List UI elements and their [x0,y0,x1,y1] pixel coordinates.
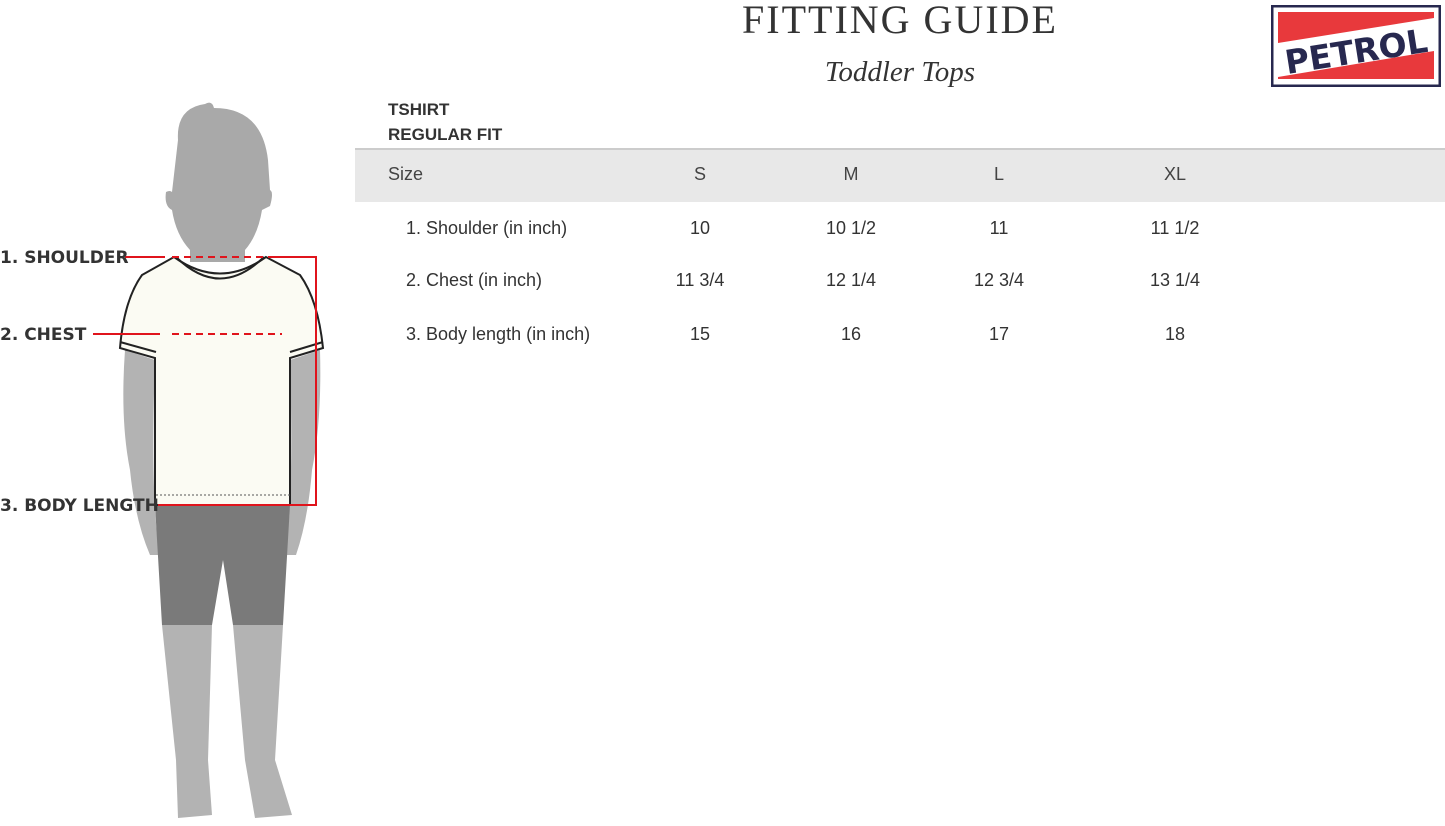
header-l: L [993,164,1005,184]
label-shoulder: 1. SHOULDER [0,248,129,268]
cell: 11 1/2 [1150,218,1200,238]
cell: 12 1/4 [825,270,877,290]
product-fit: REGULAR FIT [388,125,503,144]
cell: 16 [840,324,862,344]
cell: 10 [689,218,711,238]
cell: 18 [1164,324,1186,344]
header-size: Size [388,164,424,184]
cell: 17 [988,324,1010,344]
page-title: FITTING GUIDE [742,0,1058,42]
label-body-length: 3. BODY LENGTH [0,496,159,516]
petrol-logo: PETROL [1271,5,1441,87]
product-type: TSHIRT [388,100,450,119]
cell: 12 3/4 [973,270,1025,290]
table-header [355,148,1445,202]
row-label: 3. Body length (in inch) [406,324,591,344]
label-chest: 2. CHEST [0,325,87,345]
cell: 13 1/4 [1149,270,1201,290]
cell: 11 [989,218,1009,238]
cell: 10 1/2 [825,218,877,238]
header-xl: XL [1163,164,1187,184]
cell: 15 [689,324,711,344]
row-label: 2. Chest (in inch) [406,270,543,290]
row-label: 1. Shoulder (in inch) [406,218,568,238]
page-subtitle: Toddler Tops [824,56,976,88]
header-s: S [693,164,707,184]
header-m: M [843,164,859,184]
toddler-figure [93,102,325,818]
cell: 11 3/4 [675,270,725,290]
